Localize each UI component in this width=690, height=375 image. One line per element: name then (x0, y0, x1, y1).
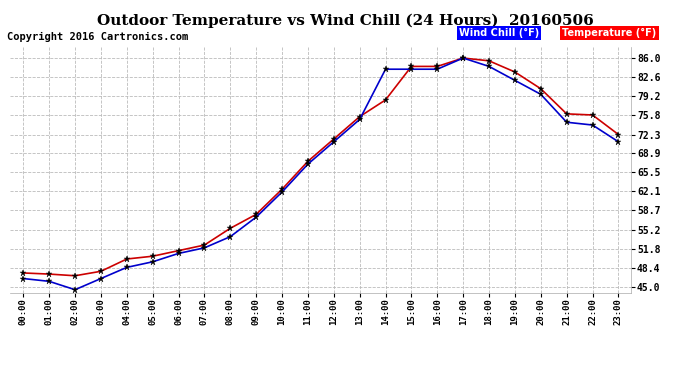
Text: Wind Chill (°F): Wind Chill (°F) (459, 28, 539, 38)
Text: Temperature (°F): Temperature (°F) (562, 28, 657, 38)
Text: Copyright 2016 Cartronics.com: Copyright 2016 Cartronics.com (7, 32, 188, 42)
Text: Outdoor Temperature vs Wind Chill (24 Hours)  20160506: Outdoor Temperature vs Wind Chill (24 Ho… (97, 13, 593, 27)
